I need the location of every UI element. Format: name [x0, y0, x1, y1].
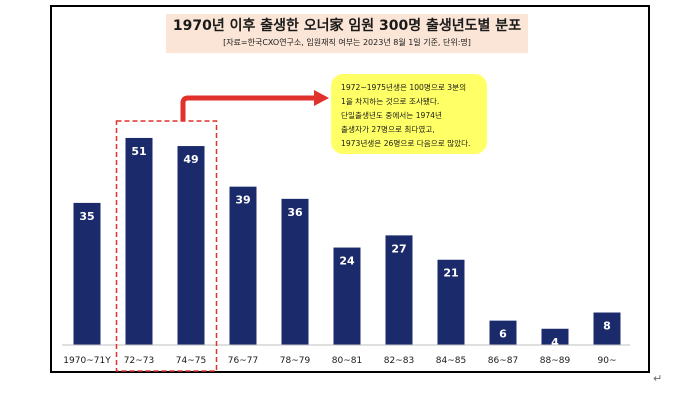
bar	[541, 328, 569, 345]
callout-line: 출생자가 27명으로 최다였고,	[341, 125, 435, 134]
arrow-head-icon	[314, 90, 329, 106]
x-tick-label: 76~77	[228, 356, 258, 366]
bar	[385, 235, 413, 345]
callout-line: 1972~1975년생은 100명으로 3분의	[341, 83, 467, 92]
x-tick-label: 1970~71Y	[63, 356, 111, 366]
highlight-dashed-box	[115, 120, 218, 372]
bar	[593, 312, 621, 345]
x-tick-label: 72~73	[124, 356, 154, 366]
x-tick-label: 74~75	[176, 356, 206, 366]
bar-value-label: 39	[235, 194, 250, 207]
bar	[73, 202, 101, 345]
bar-value-label: 49	[183, 153, 198, 166]
bar	[125, 137, 153, 345]
x-tick-label: 82~83	[384, 356, 414, 366]
callout-line: 단일출생년도 중에서는 1974년	[341, 111, 443, 120]
bar	[177, 146, 205, 345]
bar-value-label: 51	[131, 145, 146, 158]
bar-value-label: 21	[443, 267, 458, 280]
bar	[489, 320, 517, 345]
callout-arrow-line	[180, 95, 316, 121]
bar-value-label: 35	[79, 210, 94, 223]
chart-title: 1970년 이후 출생한 오너家 임원 300명 출생년도별 분포	[172, 18, 522, 34]
bar	[437, 259, 465, 345]
bar-value-label: 36	[287, 206, 303, 219]
callout-line: 1을 차지하는 것으로 조사됐다.	[341, 97, 440, 106]
bar	[333, 247, 361, 345]
x-tick-label: 80~81	[332, 356, 362, 366]
return-mark: ↵	[653, 372, 663, 385]
bar	[281, 198, 309, 345]
bar-value-label: 8	[603, 320, 611, 333]
x-tick-label: 78~79	[280, 356, 311, 366]
bar-value-label: 27	[391, 242, 406, 255]
x-tick-label: 86~87	[488, 356, 518, 366]
bar	[229, 186, 257, 345]
bar-value-label: 24	[339, 255, 355, 268]
bar-value-label: 4	[551, 336, 559, 349]
x-tick-label: 90~	[598, 356, 617, 366]
chart-subtitle: [자료=한국CXO연구소, 임원재직 여부는 2023년 8월 1일 기준, 단…	[223, 38, 471, 47]
callout-line: 1973년생은 26명으로 다음으로 많았다.	[341, 139, 471, 148]
callout-note: 1972~1975년생은 100명으로 3분의 1을 차지하는 것으로 조사됐다…	[331, 74, 487, 154]
title-box: 1970년 이후 출생한 오너家 임원 300명 출생년도별 분포 [자료=한국…	[166, 14, 528, 53]
x-tick-label: 84~85	[436, 356, 466, 366]
x-tick-label: 88~89	[540, 356, 571, 366]
bar-value-label: 6	[499, 328, 507, 341]
